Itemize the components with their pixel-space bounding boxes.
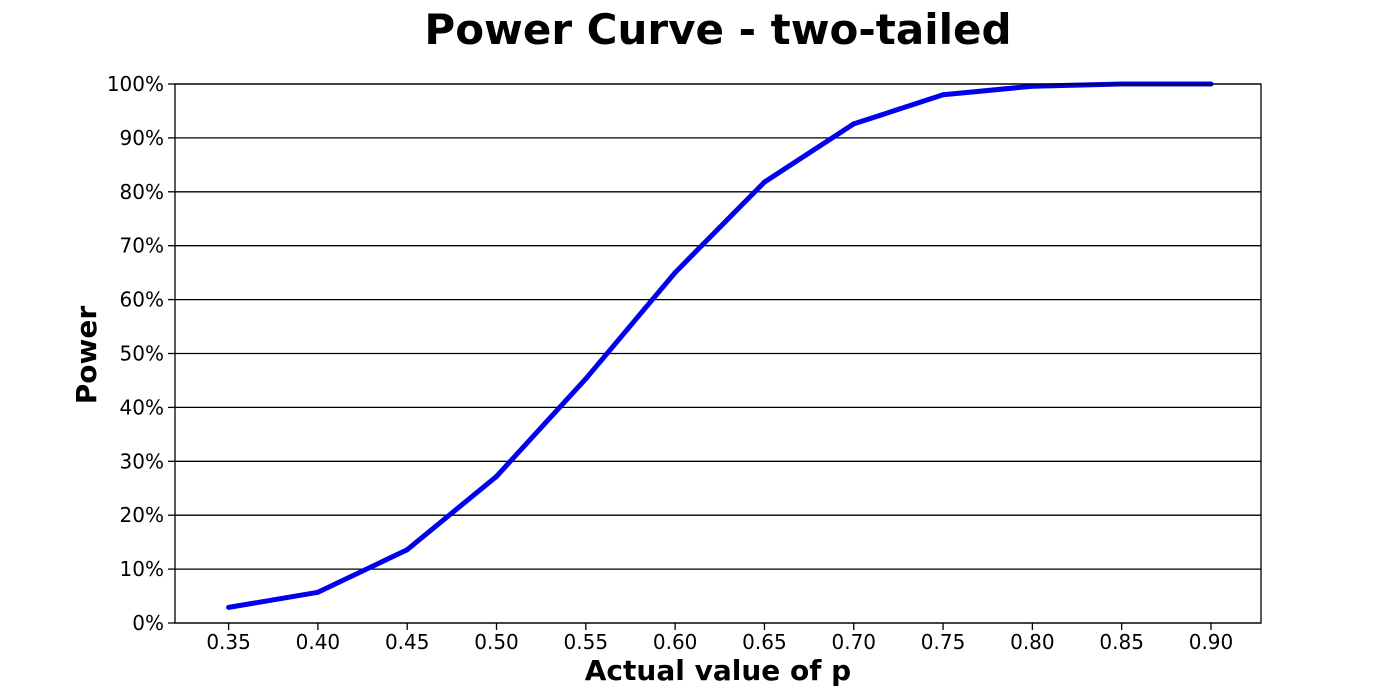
x-tick-label: 0.50 bbox=[474, 630, 519, 654]
y-axis-ticks: 0% 10% 20% 30% 40% 50% 60% 70% 80% 90% 100% bbox=[107, 72, 175, 635]
x-axis-label: Actual value of p bbox=[585, 654, 851, 687]
x-tick-label: 0.70 bbox=[831, 630, 876, 654]
data-point bbox=[226, 604, 232, 610]
data-point bbox=[851, 121, 857, 127]
x-tick-label: 0.60 bbox=[653, 630, 698, 654]
x-tick-label: 0.55 bbox=[564, 630, 609, 654]
plot-frame bbox=[174, 83, 1262, 624]
x-tick-label: 0.75 bbox=[921, 630, 966, 654]
x-tick-label: 0.90 bbox=[1189, 630, 1234, 654]
data-point bbox=[404, 547, 410, 553]
y-tick-label: 60% bbox=[120, 288, 164, 312]
series-group bbox=[226, 81, 1214, 610]
data-point bbox=[672, 270, 678, 276]
y-tick-label: 70% bbox=[120, 234, 164, 258]
x-tick-label: 0.40 bbox=[296, 630, 341, 654]
x-tick-label: 0.80 bbox=[1010, 630, 1055, 654]
x-tick-label: 0.45 bbox=[385, 630, 430, 654]
y-tick-label: 80% bbox=[120, 180, 164, 204]
y-tick-label: 40% bbox=[120, 395, 164, 419]
x-axis-ticks: 0.35 0.40 0.45 0.50 0.55 0.60 0.65 0.70 0.75 0.80… bbox=[206, 623, 1233, 654]
y-axis-label: Power bbox=[70, 306, 103, 405]
x-tick-label: 0.35 bbox=[206, 630, 251, 654]
y-tick-label: 90% bbox=[120, 126, 164, 150]
data-point bbox=[940, 92, 946, 98]
y-tick-label: 20% bbox=[120, 503, 164, 527]
power-series-line bbox=[228, 81, 1211, 610]
y-tick-label: 0% bbox=[132, 611, 164, 635]
y-tick-label: 30% bbox=[120, 449, 164, 473]
data-point bbox=[761, 179, 767, 185]
y-tick-label: 100% bbox=[107, 72, 164, 96]
data-point bbox=[494, 473, 500, 479]
data-point bbox=[315, 589, 321, 595]
y-tick-label: 50% bbox=[120, 342, 164, 366]
chart-title: Power Curve - two-tailed bbox=[424, 5, 1011, 54]
data-point bbox=[583, 376, 589, 382]
data-point bbox=[1029, 83, 1035, 89]
gridlines bbox=[175, 83, 1261, 624]
x-tick-label: 0.65 bbox=[742, 630, 787, 654]
x-tick-label: 0.85 bbox=[1099, 630, 1144, 654]
y-tick-label: 10% bbox=[120, 557, 164, 581]
